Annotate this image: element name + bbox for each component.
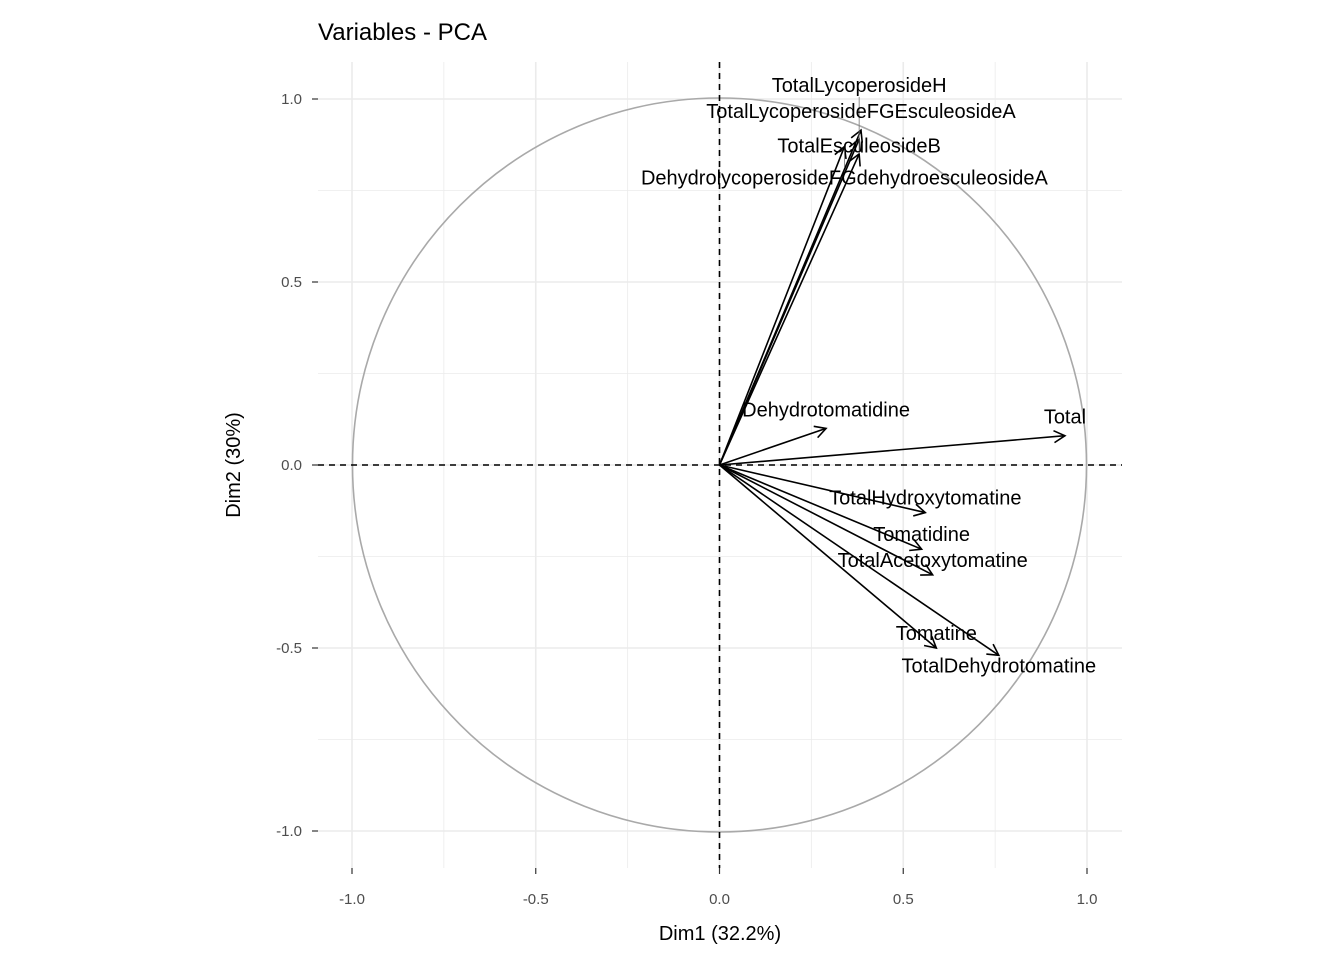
variable-label: TotalEsculeosideB [777, 135, 940, 157]
chart-title: Variables - PCA [318, 19, 487, 46]
variable-arrow [719, 429, 1067, 466]
variable-arrow [718, 145, 847, 466]
label-leaders [844, 96, 860, 168]
variable-arrow [719, 464, 924, 552]
x-tick-label: -0.5 [523, 891, 549, 908]
variable-label: TotalLycoperosideFGEsculeosideA [706, 101, 1016, 123]
x-tick-label: 0.0 [709, 891, 730, 908]
y-axis-title: Dim2 (30%) [223, 412, 245, 518]
variable-label: TotalDehydrotomatine [902, 655, 1097, 677]
variable-arrow [719, 464, 1001, 657]
variable-arrow [718, 152, 861, 466]
variable-arrow [719, 464, 927, 517]
marks [718, 128, 1067, 657]
x-tick-label: 1.0 [1077, 891, 1098, 908]
variable-arrow [718, 137, 862, 466]
variable-label: TotalAcetoxytomatine [838, 550, 1028, 572]
y-tick-label: 0.0 [281, 457, 302, 474]
x-tick-label: -1.0 [339, 891, 365, 908]
variable-label: Dehydrotomatidine [742, 399, 910, 421]
variable-arrow [719, 464, 935, 576]
y-tick-label: 1.0 [281, 91, 302, 108]
x-tick-label: 0.5 [893, 891, 914, 908]
variable-label: Total [1044, 407, 1086, 429]
variable-label: TotalHydroxytomatine [829, 488, 1021, 510]
variable-label: TotalLycoperosideH [772, 75, 947, 97]
variable-arrow [719, 425, 828, 466]
variable-labels: Total Dehydrotomatidine TotalHydroxytomati… [641, 75, 1096, 677]
y-tick-label: -0.5 [276, 640, 302, 657]
variable-label: DehydrolycoperosideFGdehydroesculeosideA [641, 168, 1049, 190]
y-tick-label: -1.0 [276, 823, 302, 840]
x-axis-title: Dim1 (32.2%) [659, 923, 781, 945]
grid [318, 62, 1122, 868]
axis-ticks: -1.0 -0.5 0.0 0.5 1.0 -1.0 -0.5 0.0 0.5 1.0 [276, 91, 1097, 908]
variable-label: Tomatidine [873, 524, 970, 546]
variable-arrow [718, 464, 938, 650]
y-tick-label: 0.5 [281, 274, 302, 291]
variable-label: Tomatine [896, 623, 977, 645]
